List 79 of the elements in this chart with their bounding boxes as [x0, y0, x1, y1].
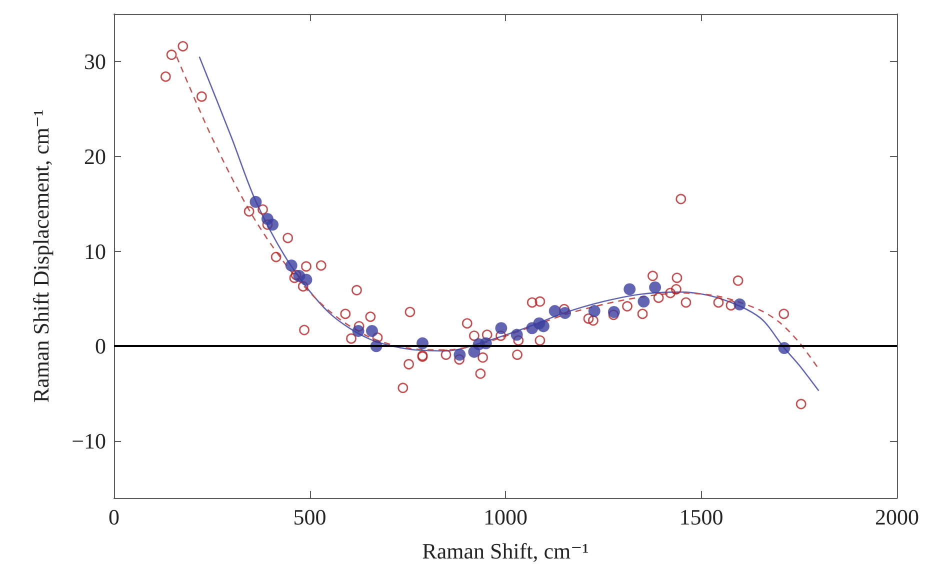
point: [624, 283, 636, 296]
point: [282, 232, 294, 244]
point: [366, 324, 378, 337]
point: [672, 272, 682, 284]
y-tick-label: 30: [84, 48, 106, 74]
point: [588, 305, 600, 318]
point: [512, 350, 522, 360]
point: [258, 204, 268, 215]
point: [250, 196, 262, 208]
point: [622, 301, 632, 312]
x-tick-label: 1500: [679, 504, 724, 530]
point: [365, 312, 376, 322]
point: [676, 194, 686, 204]
point: [537, 320, 550, 332]
point: [352, 284, 362, 296]
point: [608, 306, 620, 318]
point: [671, 284, 682, 294]
point: [588, 315, 598, 326]
point: [352, 324, 364, 337]
y-tick-label: 0: [95, 334, 106, 359]
point: [559, 306, 572, 319]
point: [680, 297, 692, 308]
point: [270, 252, 282, 262]
point: [482, 330, 492, 340]
point: [160, 71, 171, 82]
point: [354, 321, 364, 332]
point: [440, 350, 452, 360]
point: [289, 272, 300, 284]
point: [526, 297, 538, 308]
point: [726, 300, 736, 311]
point: [495, 322, 508, 334]
point: [513, 335, 524, 346]
point: [734, 298, 746, 310]
point: [778, 308, 790, 320]
point: [316, 260, 326, 271]
point: [496, 330, 506, 341]
point: [404, 358, 414, 370]
point: [653, 292, 664, 303]
point: [166, 50, 177, 60]
x-axis-title: Raman Shift, cm⁻¹: [422, 538, 589, 564]
point: [404, 306, 416, 318]
point: [299, 324, 310, 336]
point: [648, 270, 658, 282]
point: [340, 308, 351, 320]
point: [510, 328, 523, 341]
point: [266, 218, 279, 231]
point: [548, 305, 561, 318]
point: [583, 313, 594, 324]
point: [398, 382, 408, 394]
point: [462, 318, 472, 329]
point: [732, 275, 744, 286]
point: [298, 281, 308, 292]
y-tick-label: 20: [84, 144, 106, 169]
point: [649, 281, 662, 294]
y-tick-label: 10: [84, 238, 106, 264]
point: [285, 259, 298, 272]
point: [301, 261, 312, 272]
point: [196, 91, 207, 102]
point: [372, 332, 383, 343]
point: [534, 335, 546, 346]
x-tick-label: 2000: [875, 504, 919, 530]
point: [534, 296, 546, 307]
point: [665, 288, 676, 298]
point: [346, 333, 356, 344]
point: [454, 348, 466, 361]
point: [796, 398, 806, 410]
y-axis-title: Raman Shift Displacement, cm⁻¹: [28, 109, 54, 403]
point: [637, 308, 648, 320]
point: [638, 296, 650, 308]
point: [178, 41, 188, 52]
point: [468, 330, 480, 341]
point: [713, 297, 724, 308]
x-tick-label: 500: [293, 504, 326, 530]
point: [300, 274, 312, 286]
point: [244, 206, 254, 217]
x-tick-label: 1000: [484, 504, 528, 530]
point: [475, 368, 486, 379]
y-tick-label: −10: [72, 428, 106, 454]
point: [478, 352, 488, 363]
